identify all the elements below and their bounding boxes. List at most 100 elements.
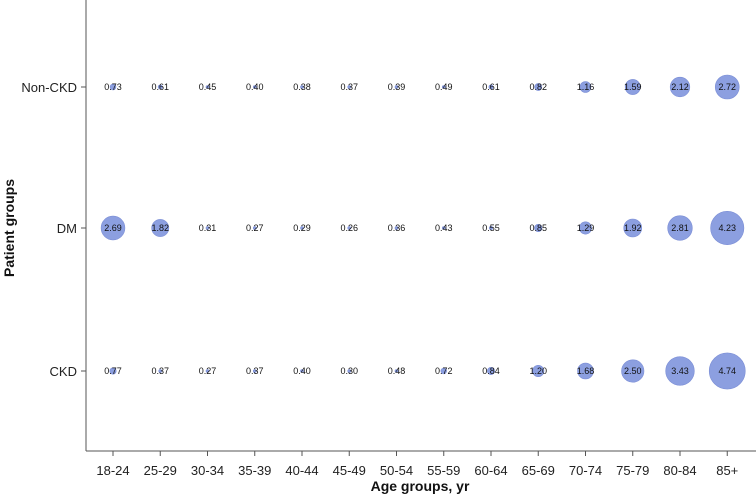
bubble-value-label: 0.40 [246, 82, 264, 92]
bubble-non-ckd-40-44 [300, 85, 304, 89]
bubble-value-label: 0.43 [435, 223, 453, 233]
bubble-ckd-80-84 [665, 356, 695, 386]
bubble-value-label: 0.39 [388, 82, 406, 92]
bubble-ckd-25-29 [158, 369, 163, 373]
bubble-value-label: 0.72 [435, 366, 453, 376]
bubble-value-label: 2.81 [671, 223, 689, 233]
bubble-non-ckd-55-59 [441, 85, 446, 89]
y-axis-title: Patient groups [1, 179, 17, 277]
bubble-value-label: 1.16 [577, 82, 595, 92]
bubble-value-label: 0.37 [340, 82, 358, 92]
y-tick-labels: Non-CKD DM CKD [21, 80, 86, 379]
bubble-value-label: 1.68 [577, 366, 595, 376]
bubble-ckd-85 [708, 352, 746, 390]
bubble-non-ckd-60-64 [488, 84, 494, 90]
bubble-non-ckd-65-69 [534, 83, 543, 91]
x-tick-label: 70-74 [569, 463, 602, 478]
bubble-value-label: 0.61 [151, 82, 169, 92]
bubble-value-label: 0.61 [482, 82, 500, 92]
x-tick-label: 25-29 [144, 463, 177, 478]
x-tick-label: 45-49 [333, 463, 366, 478]
bubble-value-label: 0.82 [529, 82, 547, 92]
bubble-value-label: 2.69 [104, 223, 122, 233]
bubble-dm-25-29 [151, 219, 170, 237]
bubble-value-label: 0.77 [104, 366, 122, 376]
bubbles-layer: 0.73 0.61 0.45 0.40 0.38 0.37 0.39 0.49 0.61 0.82… [100, 74, 746, 390]
x-tick-label: 55-59 [427, 463, 460, 478]
bubble-value-label: 0.36 [388, 223, 406, 233]
bubble-ckd-55-59 [440, 367, 447, 375]
x-tick-label: 60-64 [474, 463, 507, 478]
bubble-dm-40-44 [300, 226, 304, 230]
bubble-dm-85 [710, 211, 745, 245]
bubble-dm-70-74 [579, 221, 592, 235]
x-tick-label: 85+ [716, 463, 738, 478]
y-tick-label: DM [57, 221, 77, 236]
bubble-dm-35-39 [252, 226, 257, 230]
bubble-value-label: 0.48 [388, 366, 406, 376]
bubble-value-label: 4.23 [718, 223, 736, 233]
bubble-dm-80-84 [667, 215, 693, 241]
bubble-dm-50-54 [394, 226, 399, 230]
bubble-non-ckd-18-24 [109, 83, 117, 91]
bubble-dm-55-59 [441, 226, 446, 230]
bubble-non-ckd-70-74 [579, 81, 592, 93]
bubble-non-ckd-80-84 [669, 76, 691, 98]
bubble-non-ckd-75-79 [624, 79, 641, 95]
bubble-value-label: 0.37 [151, 366, 169, 376]
x-tick-label: 35-39 [238, 463, 271, 478]
bubble-value-label: 1.29 [577, 223, 595, 233]
bubble-non-ckd-30-34 [205, 85, 210, 89]
bubble-value-label: 4.74 [718, 366, 736, 376]
bubble-value-label: 0.49 [435, 82, 453, 92]
x-axis-title: Age groups, yr [371, 478, 470, 494]
bubble-ckd-18-24 [109, 367, 117, 375]
bubble-value-label: 0.45 [199, 82, 217, 92]
bubble-ckd-70-74 [577, 362, 594, 380]
bubble-value-label: 2.72 [718, 82, 736, 92]
bubble-value-label: 0.40 [293, 366, 311, 376]
bubble-value-label: 0.55 [482, 223, 500, 233]
bubble-value-label: 2.50 [624, 366, 642, 376]
bubble-value-label: 0.38 [293, 82, 311, 92]
bubble-value-label: 0.73 [104, 82, 122, 92]
bubble-value-label: 0.30 [340, 366, 358, 376]
bubble-dm-65-69 [534, 223, 543, 233]
x-tick-label: 40-44 [285, 463, 318, 478]
bubble-dm-60-64 [489, 226, 493, 230]
bubble-dm-75-79 [623, 218, 643, 238]
bubble-ckd-45-49 [347, 369, 352, 373]
bubble-value-label: 0.27 [246, 223, 264, 233]
bubble-dm-18-24 [100, 215, 126, 241]
bubble-non-ckd-45-49 [347, 85, 352, 89]
bubble-value-label: 0.84 [482, 366, 500, 376]
x-tick-labels: 18-24 25-29 30-34 35-39 40-44 45-49 50-54 55-59… [96, 451, 738, 478]
bubble-ckd-40-44 [300, 369, 304, 373]
y-tick-label: Non-CKD [21, 80, 77, 95]
y-tick-label: CKD [50, 364, 77, 379]
bubble-value-label: 0.85 [529, 223, 547, 233]
bubble-value-label: 3.43 [671, 366, 689, 376]
bubble-dm-45-49 [347, 226, 352, 230]
bubble-non-ckd-50-54 [394, 85, 399, 89]
x-tick-label: 30-34 [191, 463, 224, 478]
bubble-dm-30-34 [205, 226, 210, 230]
bubble-non-ckd-85 [714, 74, 740, 100]
bubble-non-ckd-35-39 [252, 85, 257, 89]
x-tick-label: 75-79 [616, 463, 649, 478]
x-tick-label: 80-84 [663, 463, 696, 478]
x-tick-label: 65-69 [522, 463, 555, 478]
bubble-value-label: 1.92 [624, 223, 642, 233]
bubble-value-label: 0.26 [340, 223, 358, 233]
bubble-value-label: 2.12 [671, 82, 689, 92]
bubble-ckd-75-79 [621, 359, 645, 383]
bubble-value-label: 0.37 [246, 366, 264, 376]
bubble-value-label: 0.27 [199, 366, 217, 376]
bubble-value-label: 1.20 [529, 366, 547, 376]
x-tick-label: 18-24 [96, 463, 129, 478]
bubble-ckd-65-69 [532, 365, 545, 377]
bubble-value-label: 1.82 [151, 223, 169, 233]
bubble-ckd-50-54 [394, 369, 399, 373]
x-tick-label: 50-54 [380, 463, 413, 478]
